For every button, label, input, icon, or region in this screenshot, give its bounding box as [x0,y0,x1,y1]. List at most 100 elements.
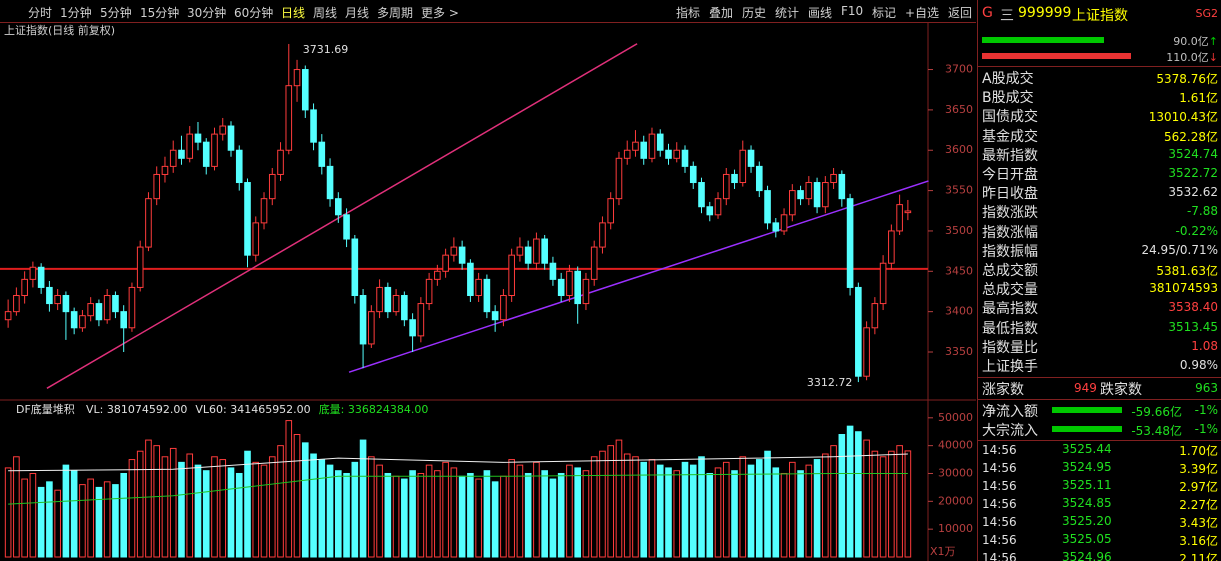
candle-body [227,125,235,151]
stat-value: 24.95/0.71% [1141,242,1218,257]
volume-title: DF底量堆积 [16,402,75,416]
volume-bar [29,472,37,558]
flow-in-bar [1052,407,1122,413]
candle-body [805,182,813,200]
volume-bar [896,445,903,558]
volume-bar [425,464,433,558]
volume-bar [640,461,648,558]
flow-in-label: 净流入额 [982,404,1038,420]
tick-amount: 3.43亿 [1179,516,1218,530]
candle-body [136,246,144,288]
volume-bar [533,461,540,558]
tool-button[interactable]: 标记 [872,6,897,20]
volume-bar [731,470,738,558]
volume-bar [524,472,532,558]
candle-body [13,295,20,313]
tool-button[interactable]: 叠加 [709,6,734,20]
y-tick-label: 20000 [938,494,973,507]
period-tab[interactable]: 分时 [28,6,53,20]
candle-body [103,295,111,321]
candle-body [343,214,350,240]
volume-bar [21,478,28,558]
divider [978,440,1221,441]
tool-button[interactable]: F10 [841,4,864,18]
candle-body [401,295,408,321]
candle-body [772,222,780,232]
candle-body [95,303,103,321]
volume-bar [54,489,61,558]
volume-bar [409,470,416,558]
volume-bar [516,464,524,558]
tool-button[interactable]: 历史 [742,6,767,20]
tick-amount: 2.11亿 [1179,552,1218,561]
stat-row: A股成交 5378.76亿 [982,68,1218,87]
volume-bar [458,475,466,558]
period-tab[interactable]: 多周期 [377,6,414,20]
volume-bar [764,450,771,558]
volume-bar [235,472,243,558]
tick-row: 14:56 3525.44 1.70亿 [982,442,1218,461]
period-tab[interactable]: 月线 [345,6,370,20]
flow-label: 110.0亿↓ [1166,49,1218,65]
candle-body [706,206,714,216]
flow-arrow: ↑ [1208,35,1218,48]
volume-bar [673,470,681,558]
candle-body [434,270,441,280]
candle-body [533,238,540,264]
period-tab[interactable]: 30分钟 [187,6,227,20]
tool-button[interactable]: 画线 [808,6,833,20]
tool-button[interactable]: 返回 [948,6,973,20]
tick-time: 14:56 [982,479,1017,493]
period-tab[interactable]: 周线 [313,6,338,20]
candle-body [582,278,590,305]
volume-bar [46,481,53,558]
candle-body [739,149,747,184]
volume-bar [211,456,218,558]
tool-button[interactable]: +自选 [905,6,940,20]
flow-row: 110.0亿↓ [982,49,1218,68]
period-tab[interactable]: 15分钟 [140,6,180,20]
candle-body [268,173,276,200]
volume-bar [698,456,705,558]
candle-body [623,149,631,159]
candle-body [21,278,28,297]
stat-label: 总成交量 [982,282,1038,299]
flow-in-row: 净流入额 -59.66亿 -1% [982,401,1218,420]
period-tab[interactable]: 更多 > [421,6,459,20]
candle-body [244,182,251,256]
candle-body [508,254,515,297]
stat-label: 指数振幅 [982,243,1038,260]
y-tick-label: 3700 [945,63,973,76]
y-tick-label: 3600 [945,143,973,156]
stat-row: 指数振幅 24.95/0.71% [982,241,1218,260]
candle-body [764,190,771,224]
candle-body [491,311,499,321]
volume-bar [268,456,276,558]
volume-bar [326,464,334,558]
flow-in-label: 大宗流入 [982,423,1038,439]
candle-body [46,286,53,305]
candle-body [871,303,879,329]
candle-body [277,149,284,175]
stat-value: 3532.62 [1168,185,1218,200]
tick-row: 14:56 3525.05 3.16亿 [982,532,1218,551]
stat-row: 总成交额 5381.63亿 [982,260,1218,279]
tool-button[interactable]: 指标 [676,6,701,20]
tick-price: 3525.05 [1062,532,1112,546]
candle-body [838,173,846,200]
candle-body [731,173,738,184]
volume-bar [434,470,441,558]
volume-bar [623,453,631,558]
period-tab[interactable]: 1分钟 [60,6,92,20]
candle-body [392,295,400,313]
volume-bar [351,461,359,558]
volume-bar [491,481,499,558]
volume-bar [128,459,136,558]
period-tab[interactable]: 5分钟 [100,6,132,20]
volume-bar [417,472,425,558]
volume-bar [285,420,293,558]
period-tab[interactable]: 日线 [281,6,306,20]
period-tab[interactable]: 60分钟 [234,6,274,20]
tool-button[interactable]: 统计 [775,6,800,20]
stat-value: -7.88 [1186,204,1218,219]
